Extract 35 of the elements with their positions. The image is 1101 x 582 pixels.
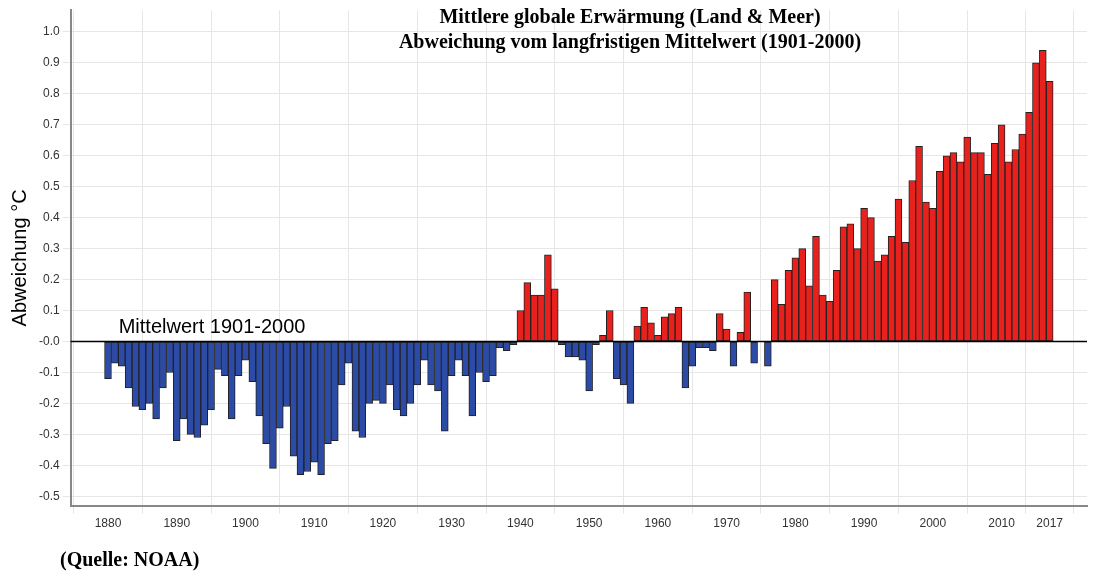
x-tick-label: 1940 [507,516,535,531]
x-tick-label: 1960 [644,516,672,531]
y-tick-label: 0.2 [42,271,60,286]
x-tick-label: 2017 [1036,516,1064,531]
chart-title: Mittlere globale Erwärmung (Land & Meer) Abweichung vom langfristigen Mittelwert (1901-2000) [397,4,863,54]
x-tick-label: 1970 [713,516,741,531]
x-tick-label: 1920 [369,516,397,531]
y-tick-label: 0.8 [42,86,60,101]
y-tick-label: 0.3 [42,240,60,255]
y-tick-label: 0.1 [42,302,60,317]
x-tick-label: 1950 [575,516,603,531]
ref-line-label: Mittelwert 1901-2000 [118,315,306,338]
x-tick-label: 1880 [94,516,122,531]
y-axis-title: Abweichung °C [7,189,30,327]
text: (Quelle: NOAA) [60,548,200,571]
x-tick-label: 1900 [232,516,260,531]
y-tick-label: -0.5 [38,488,60,503]
y-tick-label: 0.9 [42,55,60,70]
x-tick-label: 2010 [988,516,1016,531]
x-tick-label: 1930 [438,516,466,531]
y-tick-label: 0.6 [42,148,60,163]
y-tick-label: -0.3 [38,426,60,441]
x-tick-label: 2000 [919,516,947,531]
y-tick-label: -0.2 [38,395,60,410]
y-tick-label: 0.5 [42,179,60,193]
y-tick-label: -0.1 [38,364,60,379]
x-tick-label: 1980 [782,516,810,531]
x-tick-label: 1890 [163,516,191,531]
x-tick-label: 1910 [300,516,328,531]
y-tick-label: 0.4 [42,209,60,224]
y-tick-label: 0.7 [42,117,60,132]
x-tick-label: 1990 [850,516,878,531]
y-tick-label: 1.0 [42,24,60,39]
y-tick-label: -0.0 [38,333,60,348]
y-tick-label: -0.4 [38,457,60,472]
